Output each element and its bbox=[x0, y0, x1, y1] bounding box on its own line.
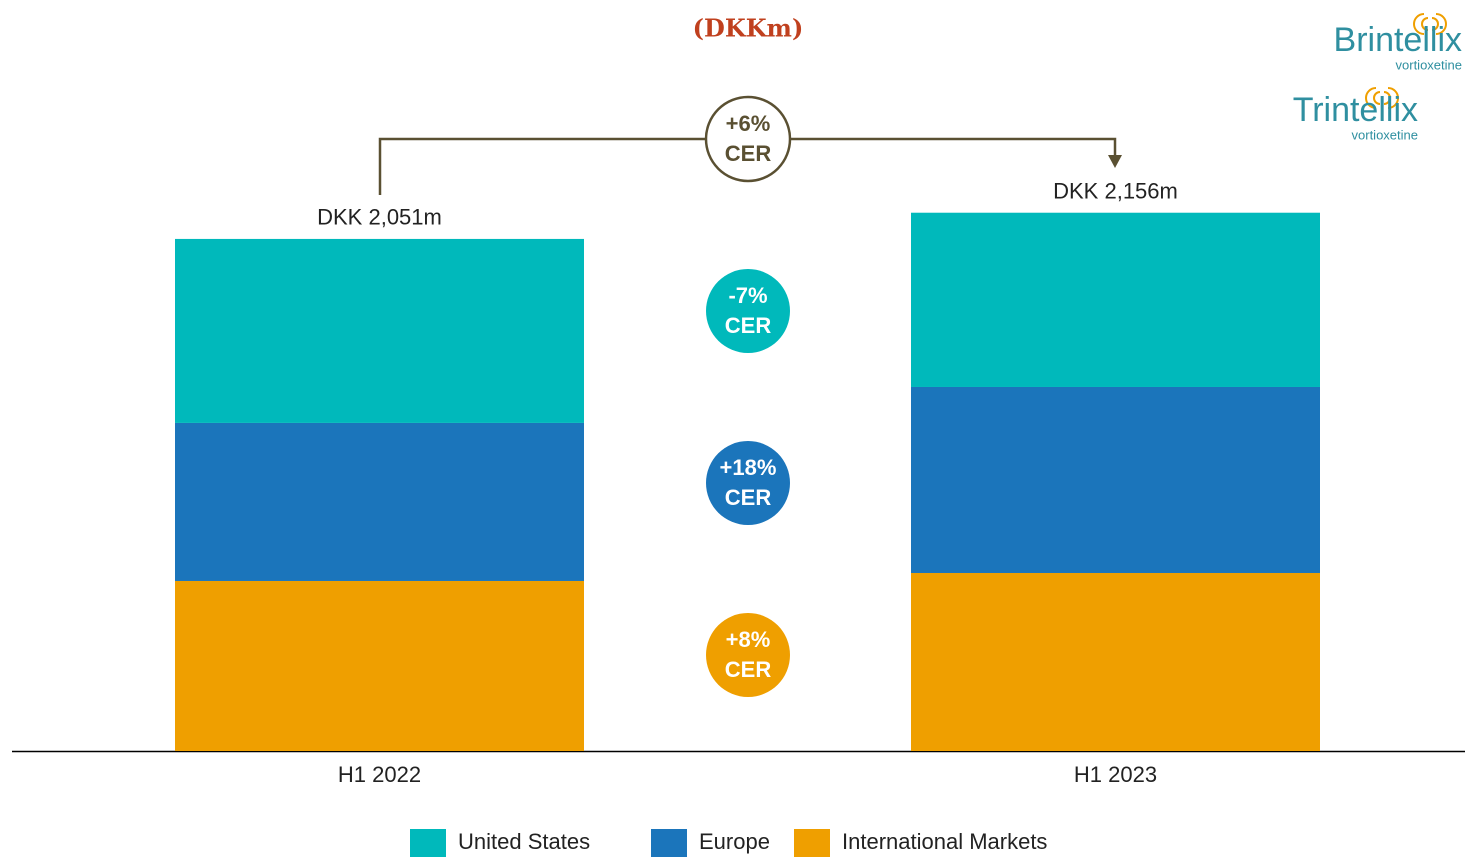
logo-generic: vortioxetine bbox=[1352, 127, 1418, 142]
legend-swatch bbox=[410, 829, 446, 857]
legend-label: Europe bbox=[699, 829, 770, 854]
bar-segment bbox=[911, 572, 1320, 751]
total-label: DKK 2,156m bbox=[1053, 179, 1178, 204]
growth-bubble bbox=[704, 95, 792, 183]
growth-text: CER bbox=[725, 141, 772, 166]
chart-title: (DKKm) bbox=[693, 14, 804, 43]
logo-name: Brintellix bbox=[1334, 21, 1462, 59]
growth-text: CER bbox=[725, 485, 772, 510]
logo-decoration bbox=[1365, 13, 1447, 109]
logo-name: Trintellix bbox=[1293, 91, 1418, 129]
growth-text: +8% bbox=[726, 627, 771, 652]
growth-bubble bbox=[706, 269, 790, 353]
total-label: DKK 2,051m bbox=[317, 205, 442, 230]
bar-segment bbox=[175, 238, 584, 423]
bar-segment bbox=[911, 386, 1320, 573]
growth-text: CER bbox=[725, 313, 772, 338]
legend-label: International Markets bbox=[842, 829, 1047, 854]
x-tick-label: H1 2023 bbox=[1074, 762, 1157, 787]
growth-bubble bbox=[706, 441, 790, 525]
growth-text: +6% bbox=[726, 111, 771, 136]
growth-text: CER bbox=[725, 657, 772, 682]
legend-swatch bbox=[794, 829, 830, 857]
x-tick-label: H1 2022 bbox=[338, 762, 421, 787]
logo-generic: vortioxetine bbox=[1396, 57, 1462, 72]
bar-segment bbox=[175, 422, 584, 581]
growth-text: -7% bbox=[728, 283, 767, 308]
growth-text: +18% bbox=[720, 455, 777, 480]
bar-segment bbox=[911, 212, 1320, 387]
legend-swatch bbox=[651, 829, 687, 857]
bar-segment bbox=[175, 580, 584, 751]
legend-label: United States bbox=[458, 829, 590, 854]
growth-bubble bbox=[706, 613, 790, 697]
growth-arrow bbox=[1108, 155, 1122, 168]
